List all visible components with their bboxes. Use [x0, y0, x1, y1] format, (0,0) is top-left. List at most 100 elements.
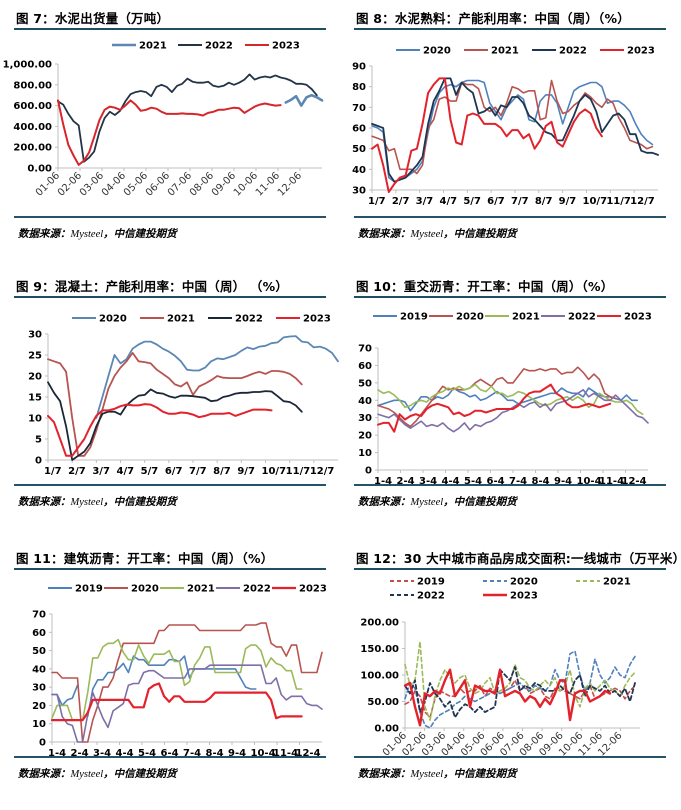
legend-item-2021: 2021 — [160, 584, 215, 595]
y-tick-label: 800.00 — [13, 80, 52, 91]
legend-label: 2021 — [139, 41, 167, 52]
legend-item-2022: 2022 — [390, 591, 445, 602]
series-line-2023 — [377, 383, 612, 433]
x-tick-label: 8/7 — [213, 466, 231, 477]
source-divider — [354, 216, 666, 218]
legend-item-2019: 2019 — [390, 577, 445, 588]
x-tick-label: 2-4 — [71, 748, 89, 759]
source-label: 数据来源： — [18, 768, 71, 780]
x-tick-label: 5/7 — [463, 196, 481, 207]
y-tick-label: 60 — [358, 361, 372, 372]
y-tick-label: 30 — [352, 186, 366, 197]
x-tick-label: 7-4 — [509, 476, 527, 487]
source-divider — [14, 756, 326, 758]
legend-label: 2021 — [512, 312, 540, 323]
series-line-2022 — [57, 73, 318, 163]
x-tick-label: 8/7 — [535, 196, 553, 207]
x-tick-label: 4-4 — [442, 476, 460, 487]
chart-heavy-asphalt-operating-rate: 0 10 20 30 40 50 60 70 1-4 2-4 3-4 4-4 5-4 6-4 7-4 8-4 9… — [358, 312, 652, 488]
series-line-2022 — [51, 664, 323, 743]
chart-clinker-utilization: 30 40 50 60 70 80 90 1/7 2/7 3/7 4/7 5/7 6/7 7/7 8/7 9/… — [352, 46, 659, 207]
title-divider — [14, 28, 326, 30]
legend-label: 2020 — [510, 577, 538, 588]
legend-label: 2022 — [205, 41, 233, 52]
legend-label: 2020 — [131, 584, 159, 595]
x-tick-label: 10-06 — [232, 170, 260, 198]
legend-item-2022: 2022 — [178, 41, 233, 52]
x-tick-label: 2-4 — [397, 476, 415, 487]
source-value: Mysteel — [70, 229, 104, 240]
series-line-2021 — [404, 640, 636, 721]
x-tick-label: 9/7 — [559, 196, 577, 207]
y-tick-label: 5 — [35, 435, 42, 446]
source-label: 数据来源： — [358, 768, 411, 780]
x-tick-label: 11-4 — [273, 748, 298, 759]
source-value: Mysteel — [410, 229, 444, 240]
legend-item-2021: 2021 — [485, 312, 540, 323]
legend-item-2021: 2021 — [140, 314, 195, 325]
legend-item-2021: 2021 — [576, 577, 631, 588]
series-line-2020 — [404, 650, 636, 729]
legend-label: 2021 — [603, 577, 631, 588]
y-tick-label: 400.00 — [13, 122, 52, 133]
series-line-2021 — [284, 93, 324, 107]
source-divider — [14, 484, 326, 486]
source-value: Mysteel — [410, 497, 444, 508]
x-tick-label: 9-4 — [554, 476, 572, 487]
x-tick-label: 12-06 — [276, 170, 304, 198]
legend-item-2022: 2022 — [216, 584, 271, 595]
source-tail: ，中信建投期货 — [103, 496, 177, 508]
legend-item-2021: 2021 — [464, 46, 519, 57]
y-tick-label: 20 — [358, 431, 372, 442]
panel-fig11: 图 11：建筑沥青：开工率：中国（周）（%） 0 10 20 30 40 50 60 70 1-… — [0, 540, 330, 800]
y-tick-label: 30 — [28, 330, 42, 341]
chart-building-asphalt-operating-rate: 0 10 20 30 40 50 60 70 1-4 2-4 3-4 4-4 5-4 6-4 7-4 8-4 9… — [32, 584, 327, 760]
source-label: 数据来源： — [18, 228, 71, 240]
legend-item-2020: 2020 — [396, 46, 451, 57]
y-tick-label: 0.00 — [374, 724, 399, 735]
x-tick-label: 1-4 — [48, 748, 66, 759]
legend-label: 2019 — [75, 584, 103, 595]
legend-label: 2021 — [187, 584, 215, 595]
x-tick-label: 11/7 — [286, 466, 311, 477]
x-tick-label: 11/7 — [606, 196, 631, 207]
source-note: 数据来源：Mysteel，中信建投期货 — [358, 226, 517, 241]
legend-item-2020: 2020 — [483, 577, 538, 588]
x-tick-label: 1/7 — [368, 196, 386, 207]
legend-label: 2019 — [417, 577, 445, 588]
legend-item-2020: 2020 — [72, 314, 127, 325]
panel-fig8: 图 8：水泥熟料：产能利用率：中国（周）（%） 30 40 50 60 70 80 90 1/… — [340, 0, 670, 260]
legend-label: 2021 — [167, 314, 195, 325]
y-tick-label: 70 — [32, 610, 46, 621]
legend-label: 2023 — [272, 41, 300, 52]
series-line-2020 — [377, 366, 617, 428]
chart-title: 图 7：水泥出货量（万吨） — [16, 11, 170, 26]
y-tick-label: 20 — [28, 372, 42, 383]
legend-item-2021: 2021 — [112, 41, 167, 52]
x-tick-label: 12-4 — [622, 476, 647, 487]
source-note: 数据来源：Mysteel，中信建投期货 — [18, 226, 177, 241]
series-line-2020 — [95, 335, 339, 419]
y-tick-label: 0.00 — [27, 164, 52, 175]
legend-item-2023: 2023 — [600, 46, 655, 57]
y-tick-label: 80 — [352, 82, 366, 93]
legend-item-2022: 2022 — [532, 46, 587, 57]
y-tick-label: 50.00 — [367, 697, 399, 708]
x-tick-label: 8-4 — [206, 748, 224, 759]
x-tick-label: 09-06 — [210, 170, 238, 198]
legend-label: 2019 — [400, 312, 428, 323]
legend-label: 2022 — [235, 314, 263, 325]
y-tick-label: 200.00 — [13, 143, 52, 154]
x-tick-label: 06-06 — [144, 170, 172, 198]
series-line-2023 — [57, 99, 282, 166]
x-tick-label: 10/7 — [262, 466, 287, 477]
legend-label: 2020 — [423, 46, 451, 57]
source-note: 数据来源：Mysteel，中信建投期货 — [18, 766, 177, 781]
source-tail: ，中信建投期货 — [443, 496, 517, 508]
x-tick-label: 7-4 — [183, 748, 201, 759]
series-line-2021 — [51, 638, 303, 721]
source-note: 数据来源：Mysteel，中信建投期货 — [18, 494, 177, 509]
x-tick-label: 10-4 — [251, 748, 276, 759]
series-line-2023 — [50, 682, 303, 722]
x-tick-label: 4-4 — [116, 748, 134, 759]
